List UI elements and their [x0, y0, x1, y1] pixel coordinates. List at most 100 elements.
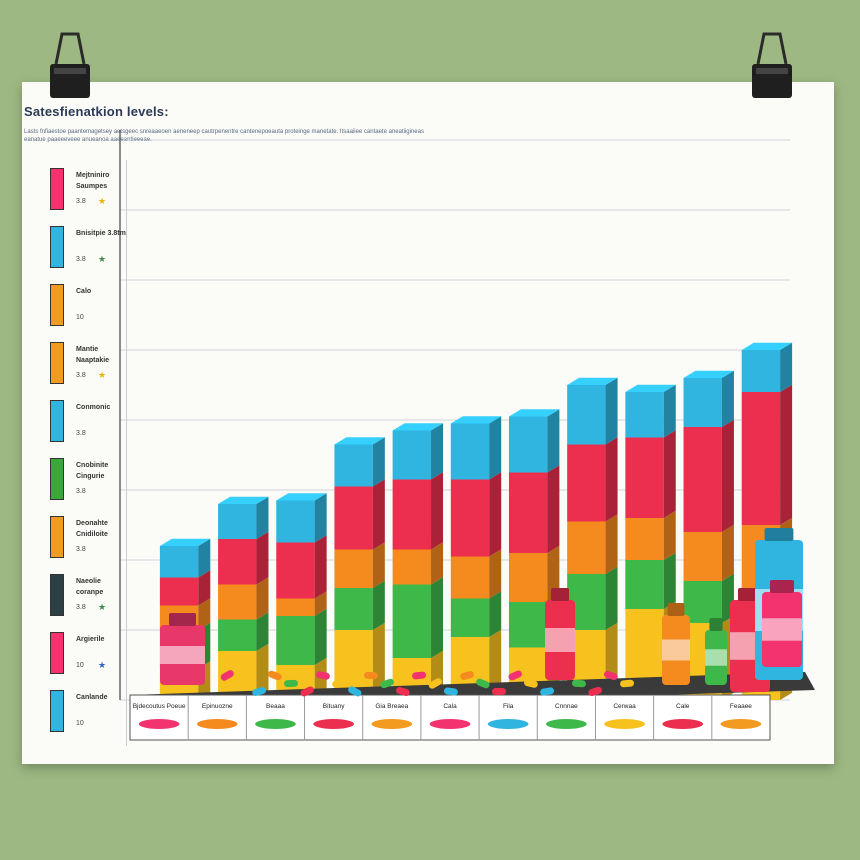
legend-swatch — [50, 342, 64, 384]
bar-side — [256, 577, 269, 620]
pill-icon — [492, 687, 507, 696]
bottle-cap-icon — [169, 613, 196, 626]
legend-swatch — [50, 284, 64, 326]
x-tick-label: Cnnnae — [555, 703, 578, 710]
bottle-label-icon — [160, 646, 205, 664]
bar-segment — [567, 385, 606, 445]
pill-icon — [428, 678, 442, 689]
bar-side — [372, 437, 385, 487]
legend-score: 10 — [76, 720, 84, 727]
pill-icon — [300, 686, 314, 697]
category-marker — [720, 719, 762, 729]
bar-segment — [276, 616, 315, 665]
legend-label: Argierile — [76, 636, 105, 643]
bar-side — [256, 612, 269, 651]
bar-top — [159, 538, 211, 546]
pill-icon — [315, 671, 330, 680]
bar-segment — [683, 581, 722, 623]
bar-side — [721, 370, 734, 427]
legend-item: Canlande 10 — [46, 682, 126, 738]
bar-side — [314, 591, 327, 616]
bar-side — [489, 629, 502, 700]
bar-segment — [392, 584, 432, 658]
legend-item: Deonahte Cnidiloite 3.8 — [46, 508, 126, 564]
legend: Mejtniniro Saumpes 3.8 ★ Bnisitpie 3.8tm 3.8… — [46, 160, 127, 746]
x-tick-label: Beaaa — [266, 703, 285, 710]
legend-score: 10 — [76, 314, 84, 321]
bottle-label-icon — [545, 628, 575, 652]
x-tick-label: Bituany — [323, 703, 345, 710]
bar-segment — [334, 444, 373, 487]
legend-label: Canlande — [76, 694, 108, 701]
bar-segment — [625, 392, 664, 438]
legend-item: Calo 10 — [46, 276, 126, 332]
pill-icon — [396, 686, 410, 697]
bottle-cap-icon — [764, 528, 794, 541]
bar-side — [605, 514, 618, 574]
category-marker — [371, 719, 413, 729]
bar-segment — [508, 602, 548, 648]
bar-segment — [276, 542, 315, 599]
legend-item: Mejtniniro Saumpes 3.8 ★ — [46, 160, 126, 216]
bar-segment — [334, 588, 373, 630]
bottle-cap-icon — [709, 618, 723, 631]
legend-item: Naeolie coranpe 3.8 ★ — [46, 566, 126, 622]
category-marker — [138, 719, 180, 729]
pill-icon — [460, 671, 475, 680]
category-marker — [429, 719, 471, 729]
legend-score: 3.8 — [76, 198, 86, 205]
legend-score: 3.8 — [76, 604, 86, 611]
bar-side — [431, 542, 444, 585]
bar-side — [198, 570, 211, 606]
bar-top — [276, 493, 327, 501]
x-tick-label: Epinuozne — [202, 703, 233, 710]
bar-segment — [508, 553, 548, 602]
bar-top — [567, 377, 618, 385]
legend-swatch — [50, 690, 64, 732]
category-marker — [662, 719, 704, 729]
bar-segment — [508, 472, 548, 553]
bar-segment — [392, 479, 432, 550]
pill-icon — [523, 679, 538, 688]
legend-score: 3.8 — [76, 372, 86, 379]
bar-side — [489, 591, 502, 637]
pill-icon — [588, 686, 602, 697]
bar-segment — [683, 378, 722, 427]
pill-icon — [443, 687, 458, 696]
bar-segment — [392, 430, 432, 480]
category-marker — [255, 719, 296, 729]
binder-clip-icon — [50, 32, 90, 98]
category-marker — [604, 719, 645, 729]
bar-side — [489, 549, 502, 599]
legend-score: 10 — [76, 662, 84, 669]
category-marker — [487, 719, 529, 729]
legend-score: 3.8 — [76, 256, 86, 263]
bar-segment — [276, 500, 315, 543]
pill-icon — [363, 671, 378, 680]
bar-side — [663, 430, 676, 518]
bottle-label-icon — [705, 649, 727, 666]
bar-side — [431, 472, 444, 550]
bar-side — [489, 416, 502, 480]
bar-top — [683, 370, 734, 378]
category-marker — [313, 719, 354, 729]
bar-side — [198, 598, 211, 630]
bar-side — [256, 496, 269, 539]
star-icon: ★ — [98, 254, 107, 264]
bar-side — [372, 622, 385, 700]
bar-segment — [159, 546, 199, 578]
legend-swatch — [50, 458, 64, 500]
x-tick-label: Cerwaa — [613, 703, 636, 710]
bottle-label-icon — [662, 639, 690, 661]
bar-segment — [334, 549, 373, 588]
legend-score: 3.8 — [76, 546, 86, 553]
bar-side — [256, 643, 269, 700]
x-tick-label: Fila — [503, 703, 514, 710]
bar-segment — [334, 486, 373, 550]
chart-title: Satesfienatkion levels: — [24, 104, 169, 119]
x-tick-label: Cala — [443, 703, 457, 710]
x-tick-label: Feaaee — [730, 703, 752, 710]
bar-side — [605, 566, 618, 630]
pill-icon — [284, 679, 299, 688]
